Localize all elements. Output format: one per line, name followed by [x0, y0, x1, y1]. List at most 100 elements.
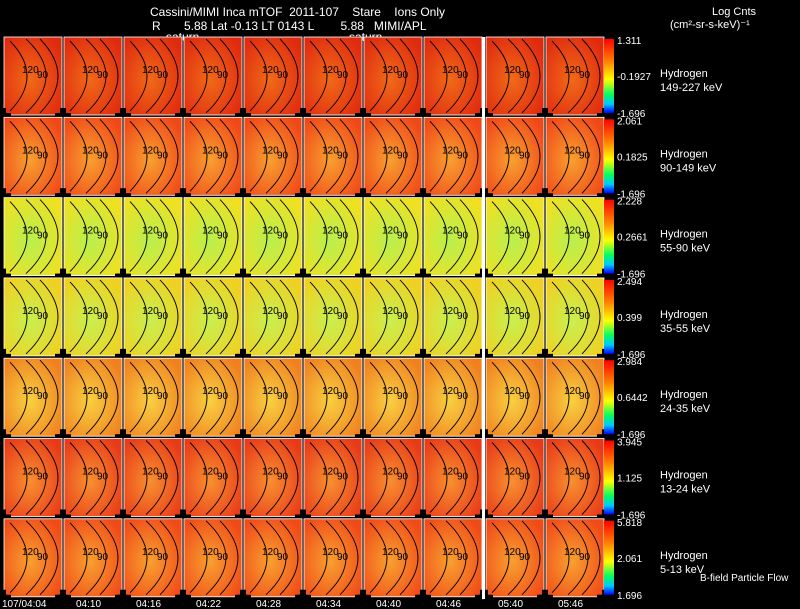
angle-label-120: 120 — [442, 226, 459, 237]
field-line — [445, 199, 467, 274]
field-line — [581, 359, 601, 435]
field-line — [85, 118, 107, 194]
colorbar-scale — [604, 119, 614, 194]
field-line — [507, 279, 529, 355]
angle-label-120: 120 — [322, 65, 339, 76]
panel-frame — [3, 518, 63, 598]
angle-label-120: 120 — [262, 145, 279, 156]
angle-label-120: 120 — [82, 145, 99, 156]
field-line — [567, 520, 589, 596]
field-line — [145, 359, 167, 435]
time-tick: 107/04:04 — [2, 599, 47, 609]
panel-frame — [243, 197, 303, 277]
field-line — [369, 40, 388, 112]
field-line — [99, 38, 119, 114]
cross-marker — [357, 108, 371, 122]
field-line — [385, 118, 407, 194]
angle-label-90: 90 — [37, 70, 49, 81]
field-line — [69, 201, 88, 272]
field-line — [9, 361, 28, 433]
field-line — [129, 361, 148, 433]
time-tick: 04:16 — [136, 599, 161, 609]
cross-marker — [57, 589, 71, 604]
colorbar-mid: 1.125 — [617, 474, 642, 485]
angle-label-90: 90 — [457, 150, 469, 161]
field-line — [567, 118, 589, 194]
field-line — [521, 520, 541, 596]
cross-marker — [479, 268, 493, 283]
cross-marker — [597, 509, 611, 524]
field-line — [219, 118, 239, 194]
cross-marker — [117, 188, 131, 203]
field-line — [339, 359, 359, 435]
species-label: Hydrogen — [660, 470, 708, 482]
title-line-2: R 5.88 Lat -0.13 LT 0143 L 5.88 MIMI/APL — [152, 19, 427, 33]
field-line — [145, 199, 167, 274]
colorbar: 2.228 0.2661 -1.696 — [604, 197, 648, 281]
panel-frame — [3, 116, 63, 196]
field-line — [69, 522, 88, 594]
panel-frame — [363, 357, 423, 437]
field-line — [9, 40, 28, 112]
field-line — [429, 120, 448, 192]
angle-label-120: 120 — [504, 226, 521, 237]
field-line — [459, 359, 479, 435]
field-line — [445, 520, 467, 596]
angle-label-120: 120 — [504, 467, 521, 478]
field-line — [581, 520, 601, 596]
field-line — [551, 361, 570, 433]
units-label-1: Log Cnts — [712, 6, 757, 18]
colorbar-min: -1.696 — [617, 189, 646, 200]
field-line — [385, 199, 407, 274]
angle-label-90: 90 — [337, 150, 349, 161]
energy-label: 13-24 keV — [660, 484, 711, 496]
panel-frame — [123, 36, 183, 116]
field-line — [159, 118, 179, 194]
colorbar: 2.061 0.1825 -1.696 — [604, 116, 648, 200]
angle-label-90: 90 — [217, 552, 229, 563]
colorbar-scale — [604, 39, 614, 113]
field-line — [159, 38, 179, 114]
cross-marker — [237, 589, 251, 604]
field-line — [219, 279, 239, 355]
angle-label-120: 120 — [504, 65, 521, 76]
colorbar-max: 5.818 — [617, 518, 642, 529]
angle-label-120: 120 — [322, 467, 339, 478]
field-line — [339, 520, 359, 596]
angle-label-90: 90 — [157, 150, 169, 161]
field-line — [567, 359, 589, 435]
panel-frame — [485, 438, 545, 517]
angle-label-90: 90 — [37, 552, 49, 563]
colorbar-scale — [604, 199, 614, 274]
panel-frame — [303, 197, 363, 277]
cross-marker — [597, 268, 611, 283]
field-line — [219, 359, 239, 435]
field-line — [85, 199, 107, 274]
cross-marker — [117, 509, 131, 524]
field-line — [309, 40, 328, 112]
field-line — [385, 359, 407, 435]
colorbar-max: 2.228 — [617, 197, 642, 208]
cross-marker — [357, 589, 371, 604]
field-line — [551, 40, 570, 112]
time-tick: 04:10 — [76, 599, 101, 609]
cross-marker — [297, 188, 311, 203]
field-line — [507, 440, 529, 515]
time-tick: 04:28 — [256, 599, 281, 609]
field-line — [581, 440, 601, 515]
angle-label-90: 90 — [277, 70, 289, 81]
field-line — [325, 359, 347, 435]
cross-marker — [297, 429, 311, 444]
angle-label-90: 90 — [157, 472, 169, 483]
panel-frame — [545, 518, 605, 598]
angle-label-90: 90 — [579, 70, 591, 81]
colorbar-min: -1.696 — [617, 511, 646, 522]
panel-frame — [363, 197, 423, 277]
field-line — [445, 118, 467, 194]
cross-marker — [237, 429, 251, 444]
cross-marker — [297, 509, 311, 524]
